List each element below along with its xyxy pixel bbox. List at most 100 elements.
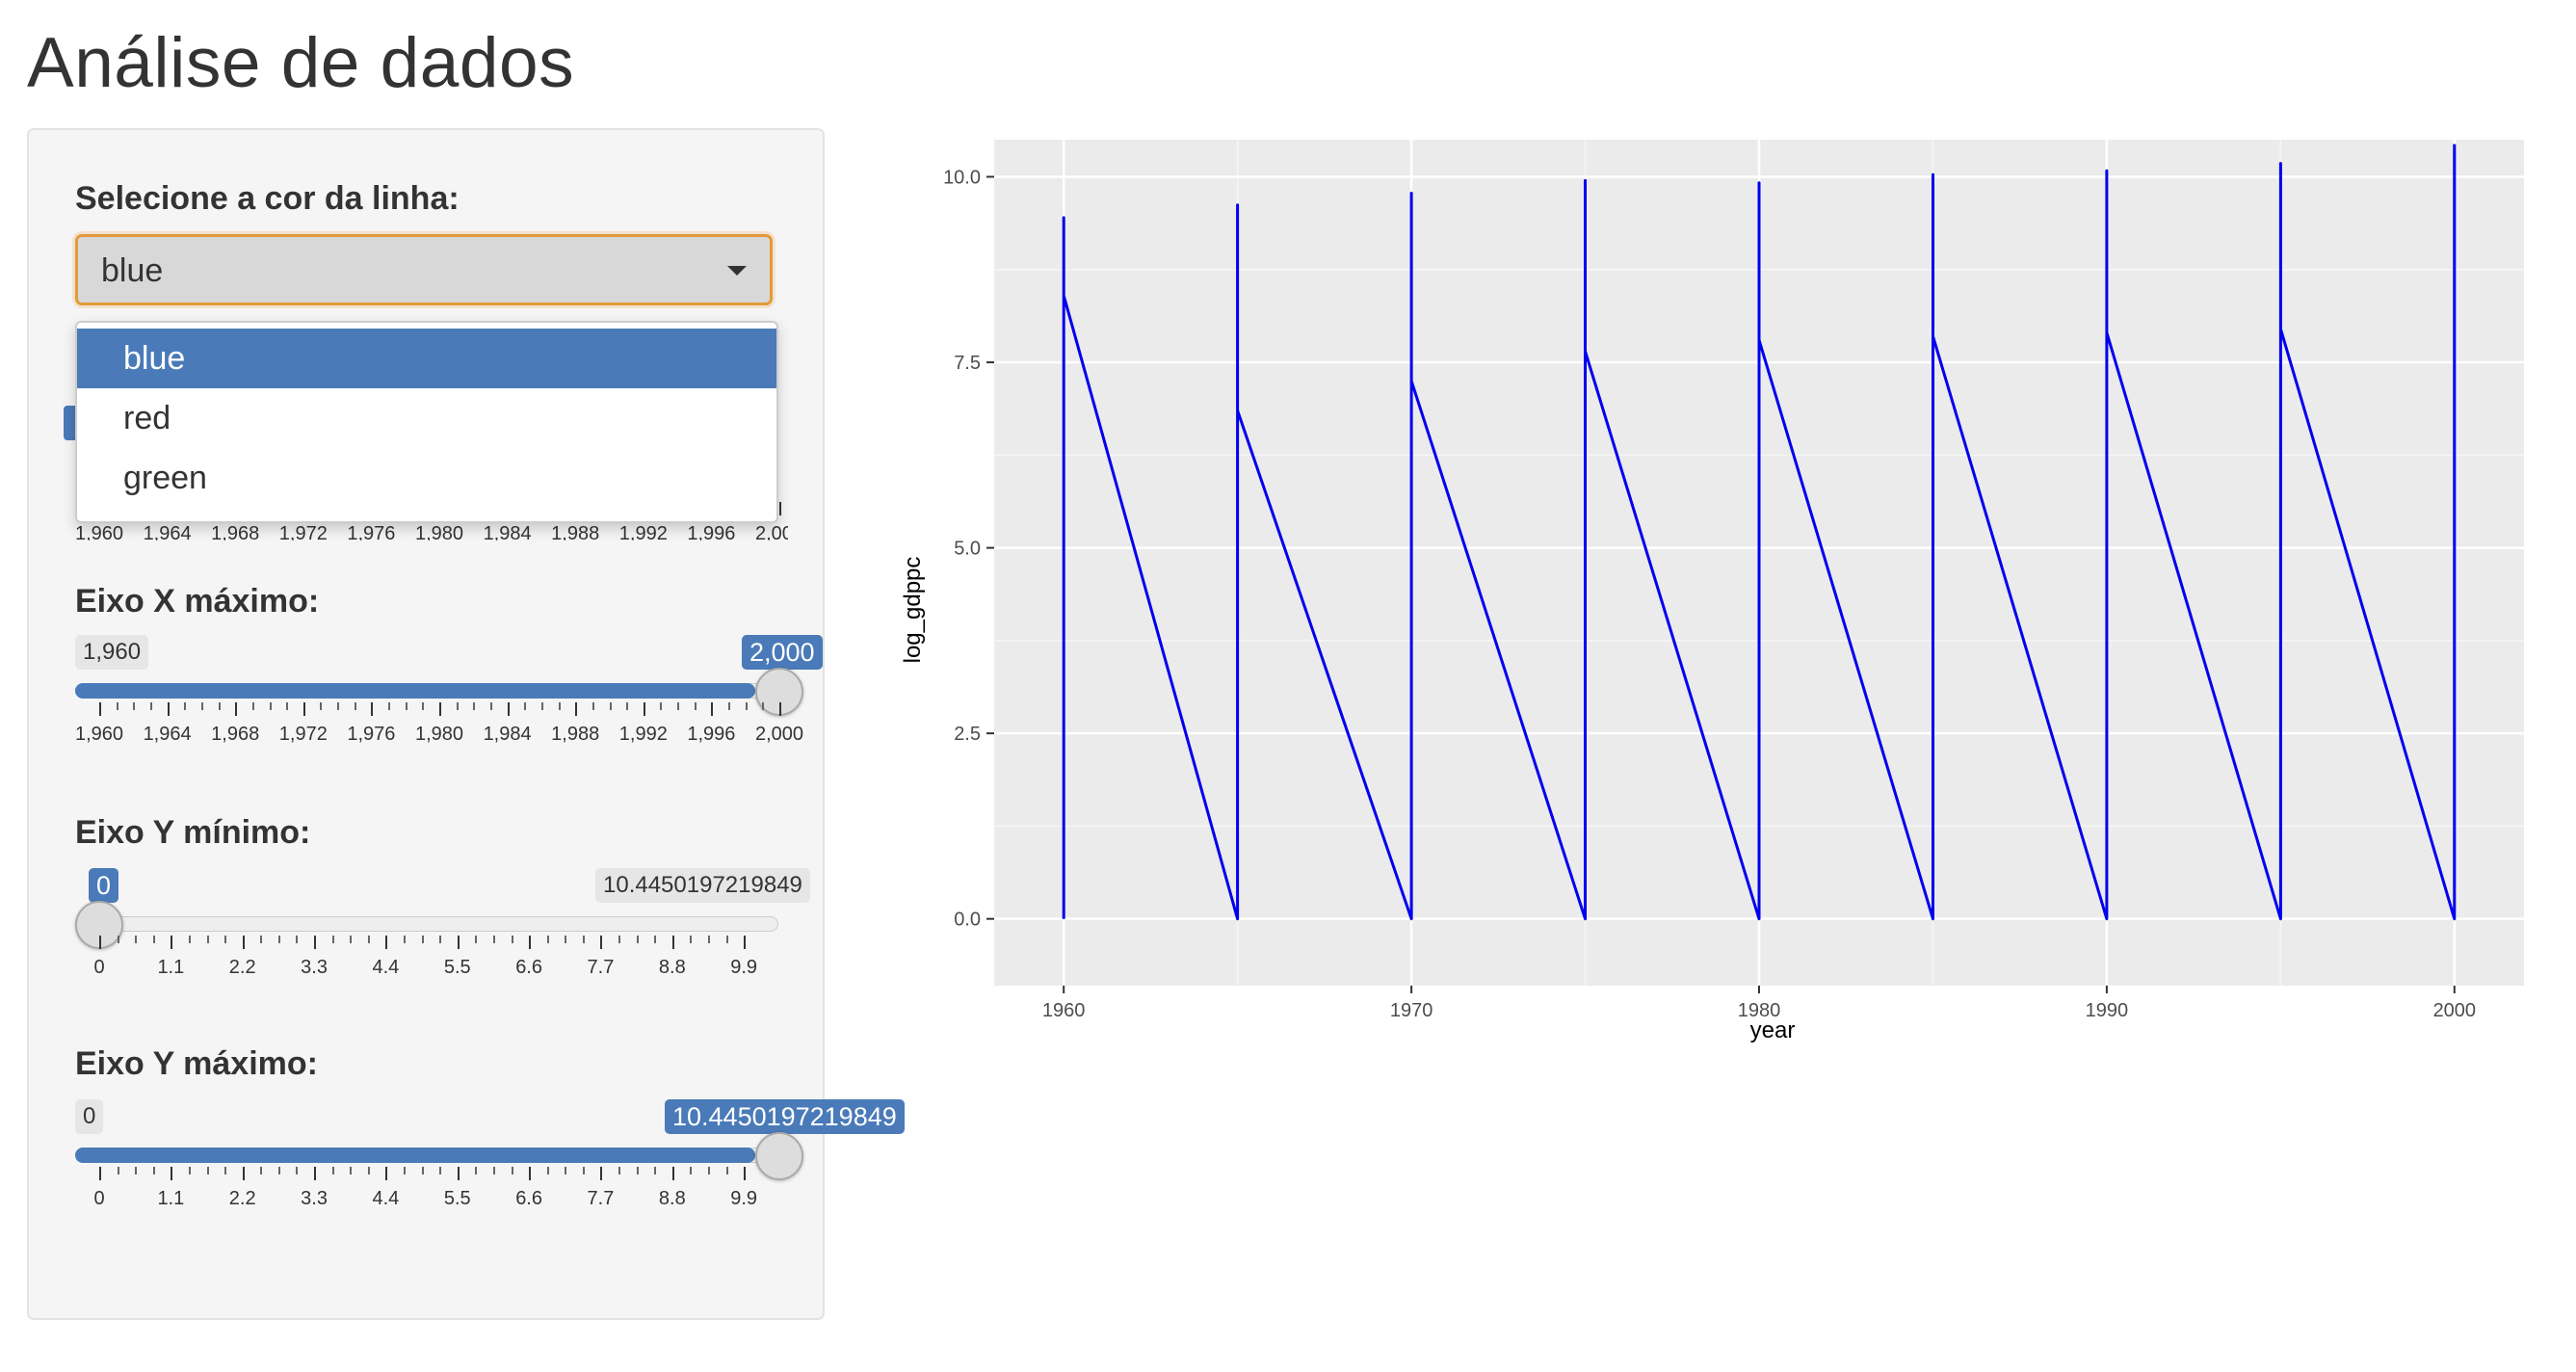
slider-minor-tick: [492, 936, 495, 943]
y-min-label: Eixo Y mínimo:: [75, 814, 311, 851]
slider-minor-tick: [188, 936, 191, 943]
slider-minor-tick: [654, 936, 657, 943]
slider-tick-label: 1,988: [551, 724, 600, 745]
sidebar-panel: Selecione a cor da linha: blue blue red …: [27, 128, 905, 1320]
slider-tick: [302, 702, 305, 716]
color-option-red[interactable]: red: [123, 400, 171, 436]
slider-minor-tick: [188, 1167, 191, 1174]
slider-minor-tick: [350, 936, 353, 943]
slider-tick: [371, 702, 374, 716]
slider-minor-tick: [473, 702, 476, 710]
slider-tick: [242, 1167, 245, 1180]
y-max-label: Eixo Y máximo:: [75, 1045, 318, 1082]
slider-minor-tick: [540, 702, 543, 710]
x-tick-label: 1970: [1390, 1000, 1433, 1021]
x-tick-label: 1960: [1042, 1000, 1086, 1021]
x-tick-label: 1980: [1738, 1000, 1781, 1021]
y-min-value-bubble: 0: [89, 868, 119, 903]
slider-tick-label: 4.4: [372, 957, 400, 978]
x-max-slider[interactable]: 1,960 2,000 1,960 1,964 1,968 1,972 1,976 1,9…: [74, 635, 823, 779]
x-max-value-bubble: 2,000: [742, 635, 823, 670]
slider-tick-label: 9.9: [730, 957, 758, 978]
slider-tick: [235, 702, 238, 716]
slider-minor-tick: [524, 702, 527, 710]
y-min-slider[interactable]: 0 10.4450197219849 0 1.1 2.2 3.3 4.4 5.5 6.6 7.…: [75, 868, 810, 1013]
slider-minor-tick: [206, 936, 209, 943]
slider-minor-tick: [690, 936, 693, 943]
slider-tick-label: 3.3: [301, 957, 328, 978]
slider-tick: [507, 702, 510, 716]
slider-minor-tick: [546, 1167, 549, 1174]
slider-minor-tick: [367, 936, 370, 943]
color-dropdown-menu: blue red green: [75, 321, 778, 523]
slider-tick: [600, 1167, 603, 1180]
slider-minor-tick: [591, 702, 594, 710]
slider-minor-tick: [694, 702, 697, 710]
color-select[interactable]: blue: [75, 234, 773, 305]
slider-minor-tick: [626, 702, 629, 710]
chevron-down-icon: [727, 266, 747, 276]
slider-minor-tick: [728, 702, 731, 710]
slider-tick-label: 0: [93, 1188, 105, 1209]
slider-tick-label: 1,976: [347, 724, 396, 745]
slider-tick-label: 1,968: [211, 724, 260, 745]
y-tick-label: 10.0: [943, 168, 981, 189]
slider-tick-label: 2,000: [754, 523, 788, 541]
slider-minor-tick: [277, 1167, 280, 1174]
y-max-slider[interactable]: 0 10.4450197219849 0 1.1 2.2 3.3 4.4 5.5 6.6 7.…: [75, 1099, 905, 1244]
slider-minor-tick: [286, 702, 289, 710]
slider-minor-tick: [350, 1167, 353, 1174]
slider-minor-tick: [354, 702, 356, 710]
slider-minor-tick: [152, 936, 155, 943]
slider-minor-tick: [677, 702, 680, 710]
slider-minor-tick: [200, 702, 203, 710]
y-tick-label: 5.0: [954, 539, 981, 560]
slider-tick: [314, 1167, 317, 1180]
slider-minor-tick: [725, 1167, 728, 1174]
y-max-value-bubble: 10.4450197219849: [665, 1099, 905, 1134]
slider-tick-label: 1,980: [414, 724, 464, 745]
x-max-min-bubble: 1,960: [75, 635, 149, 670]
slider-minor-tick: [546, 936, 549, 943]
slider-minor-tick: [135, 1167, 138, 1174]
y-max-handle[interactable]: [755, 1132, 803, 1180]
x-max-label: Eixo X máximo:: [75, 583, 320, 620]
slider-minor-tick: [277, 936, 280, 943]
slider-tick-label: 6.6: [515, 1188, 542, 1209]
slider-tick: [779, 502, 781, 515]
slider-minor-tick: [690, 1167, 693, 1174]
slider-minor-tick: [565, 936, 567, 943]
slider-minor-tick: [269, 702, 272, 710]
slider-minor-tick: [149, 702, 152, 710]
slider-minor-tick: [582, 1167, 585, 1174]
slider-minor-tick: [224, 1167, 227, 1174]
slider-tick-label: 2.2: [228, 1188, 256, 1209]
slider-tick-label: 2,000: [754, 724, 804, 745]
slider-tick-label: 1,996: [687, 523, 736, 541]
slider-minor-tick: [403, 936, 406, 943]
slider-tick-label: 1,988: [551, 523, 600, 541]
slider-minor-tick: [224, 936, 227, 943]
slider-minor-tick: [609, 702, 612, 710]
slider-tick-label: 3.3: [301, 1188, 328, 1209]
slider-tick: [171, 1167, 173, 1180]
slider-tick-label: 1,960: [74, 724, 124, 745]
y-max-track-fill: [75, 1148, 755, 1163]
slider-tick-label: 1,960: [75, 523, 124, 541]
slider-minor-tick: [762, 702, 765, 710]
slider-tick: [600, 936, 603, 949]
slider-minor-tick: [475, 1167, 478, 1174]
slider-minor-tick: [565, 1167, 567, 1174]
slider-tick-label: 1,976: [347, 523, 396, 541]
y-max-ticks: 0 1.1 2.2 3.3 4.4 5.5 6.6 7.7 8.8 9.9: [75, 1167, 788, 1234]
color-option-blue[interactable]: blue: [77, 329, 776, 388]
slider-tick-label: 0: [93, 957, 105, 978]
slider-tick: [457, 1167, 460, 1180]
slider-minor-tick: [403, 1167, 406, 1174]
color-option-green[interactable]: green: [123, 460, 207, 496]
y-min-track[interactable]: [75, 916, 778, 932]
x-min-value-bubble: [64, 406, 77, 440]
y-tick-label: 0.0: [954, 910, 981, 931]
slider-tick-label: 1,992: [618, 523, 668, 541]
slider-minor-tick: [331, 1167, 334, 1174]
